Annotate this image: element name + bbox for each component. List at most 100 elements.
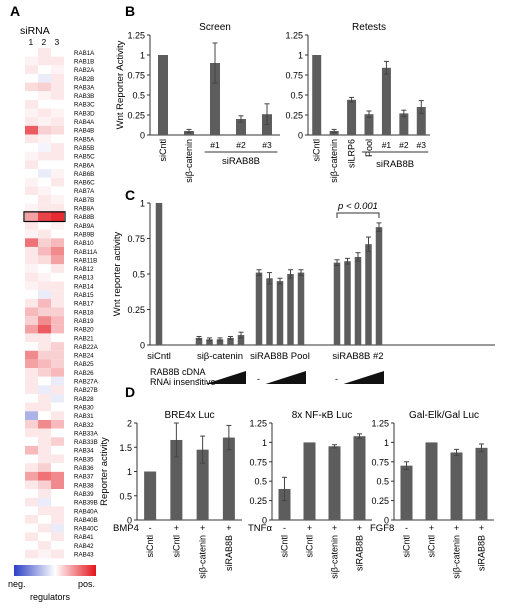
heatmap-cell: [38, 342, 51, 351]
treatment-sign: +: [357, 523, 362, 533]
heatmap-gene-label: RAB2A: [74, 67, 95, 74]
heatmap-gene-label: RAB24: [74, 353, 94, 360]
x-tick-label: siLRP6: [347, 139, 357, 168]
y-tick-label: 1.25: [371, 419, 389, 429]
x-tick-label: #1: [210, 140, 220, 150]
heatmap-gene-label: RAB6C: [74, 180, 95, 187]
heatmap-gene-label: RAB5A: [74, 136, 95, 143]
bar: [381, 67, 391, 135]
heatmap-gene-label: RAB4A: [74, 119, 95, 126]
bar: [297, 272, 305, 345]
bar: [155, 203, 163, 345]
heatmap-cell: [25, 445, 38, 455]
heatmap-cell: [38, 333, 51, 343]
heatmap-gene-label: RAB39: [74, 491, 94, 498]
heatmap-column-label: 1: [29, 37, 34, 47]
heatmap-gene-label: RAB41: [74, 534, 94, 541]
heatmap-cell: [25, 307, 38, 317]
heatmap-gene-label: RAB40B: [74, 517, 98, 524]
heatmap-cell: [25, 212, 38, 221]
heatmap-column-label: 3: [55, 37, 60, 47]
heatmap-cell: [38, 541, 51, 550]
group-label: siRAB8B: [222, 156, 260, 167]
row-label-cdna: RAB8B cDNA: [150, 367, 206, 377]
heatmap-cell: [25, 238, 38, 247]
group-label: siRAB8B #2: [332, 351, 383, 362]
heatmap-cell: [25, 65, 38, 74]
heatmap-cell: [25, 125, 38, 135]
heatmap-cell: [38, 523, 51, 533]
heatmap-gene-label: RAB20: [74, 327, 94, 334]
heatmap-cell: [38, 471, 51, 481]
heatmap-cell: [51, 56, 64, 66]
x-tick-label: #2: [399, 140, 409, 150]
y-axis-label: Wnt reporter activity: [112, 232, 123, 317]
treatment-sign: +: [479, 523, 484, 533]
heatmap-cell: [51, 246, 64, 256]
heatmap-gene-label: RAB32: [74, 422, 94, 429]
heatmap-cell: [25, 489, 38, 498]
heatmap-cell: [38, 463, 51, 472]
heatmap-cell: [38, 394, 51, 403]
heatmap-cell: [51, 212, 64, 221]
heatmap-cell: [25, 532, 38, 542]
heatmap-cell: [25, 143, 38, 152]
chart-title: BRE4x Luc: [164, 410, 214, 421]
treatment-sign: +: [332, 523, 337, 533]
heatmap-cell: [51, 541, 64, 550]
heatmap-gene-label: RAB13: [74, 275, 94, 282]
heatmap-cell: [51, 203, 64, 213]
bar: [328, 446, 341, 520]
heatmap-cell: [51, 134, 64, 144]
heatmap-cell: [38, 316, 51, 325]
chart-title: Gal-Elk/Gal Luc: [409, 410, 479, 421]
bar: [287, 274, 294, 345]
heatmap-gene-label: RAB9A: [74, 223, 95, 230]
heatmap-cell: [51, 359, 64, 369]
y-tick-label: 1.5: [119, 443, 132, 453]
heatmap-cell: [51, 108, 64, 118]
y-tick-label: 0: [127, 516, 132, 526]
heatmap-cell: [38, 324, 51, 334]
heatmap-cell: [25, 316, 38, 325]
bar: [400, 465, 413, 520]
heatmap-cell: [38, 497, 51, 507]
heatmap-cell: [38, 445, 51, 455]
heatmap-cell: [51, 497, 64, 507]
heatmap-cell: [38, 290, 51, 299]
bar: [206, 339, 213, 345]
bar: [195, 337, 203, 345]
heatmap-cell: [51, 169, 64, 178]
heatmap-cell: [38, 255, 51, 265]
treatment-label: TNFα: [248, 523, 272, 534]
bar: [416, 107, 426, 135]
x-tick-label: Pool: [364, 139, 374, 157]
bar: [475, 447, 488, 520]
group-label: siRAB8B: [376, 159, 414, 170]
heatmap-cell: [25, 324, 38, 334]
heatmap-cell: [25, 471, 38, 481]
heatmap-cell: [51, 73, 64, 83]
treatment-sign: +: [429, 523, 434, 533]
bar: [216, 339, 224, 345]
x-tick-label: siβ-catenin: [452, 535, 462, 579]
heatmap-gene-label: RAB8B: [74, 214, 94, 221]
heatmap-cell: [38, 125, 51, 135]
heatmap-cell: [38, 229, 51, 239]
heatmap-cell: [25, 480, 38, 490]
heatmap-cell: [38, 134, 51, 144]
minus-sign: -: [335, 374, 338, 384]
heatmap-cell: [38, 65, 51, 74]
heatmap-cell: [51, 324, 64, 334]
y-tick-label: 1.25: [285, 31, 303, 41]
heatmap-cell: [51, 221, 64, 230]
heatmap-cell: [25, 272, 38, 282]
heatmap-cell: [25, 523, 38, 533]
chart-gal-elk: 0 0.25 0.5 0.75 1 1.25 Gal-Elk/Gal Luc siCntl - s…: [370, 410, 494, 579]
heatmap-cell: [25, 229, 38, 239]
x-tick-label: siRAB8B: [355, 535, 365, 571]
heatmap-cell: [25, 255, 38, 265]
y-tick-label: 1.25: [127, 31, 145, 41]
heatmap-cell: [38, 489, 51, 498]
